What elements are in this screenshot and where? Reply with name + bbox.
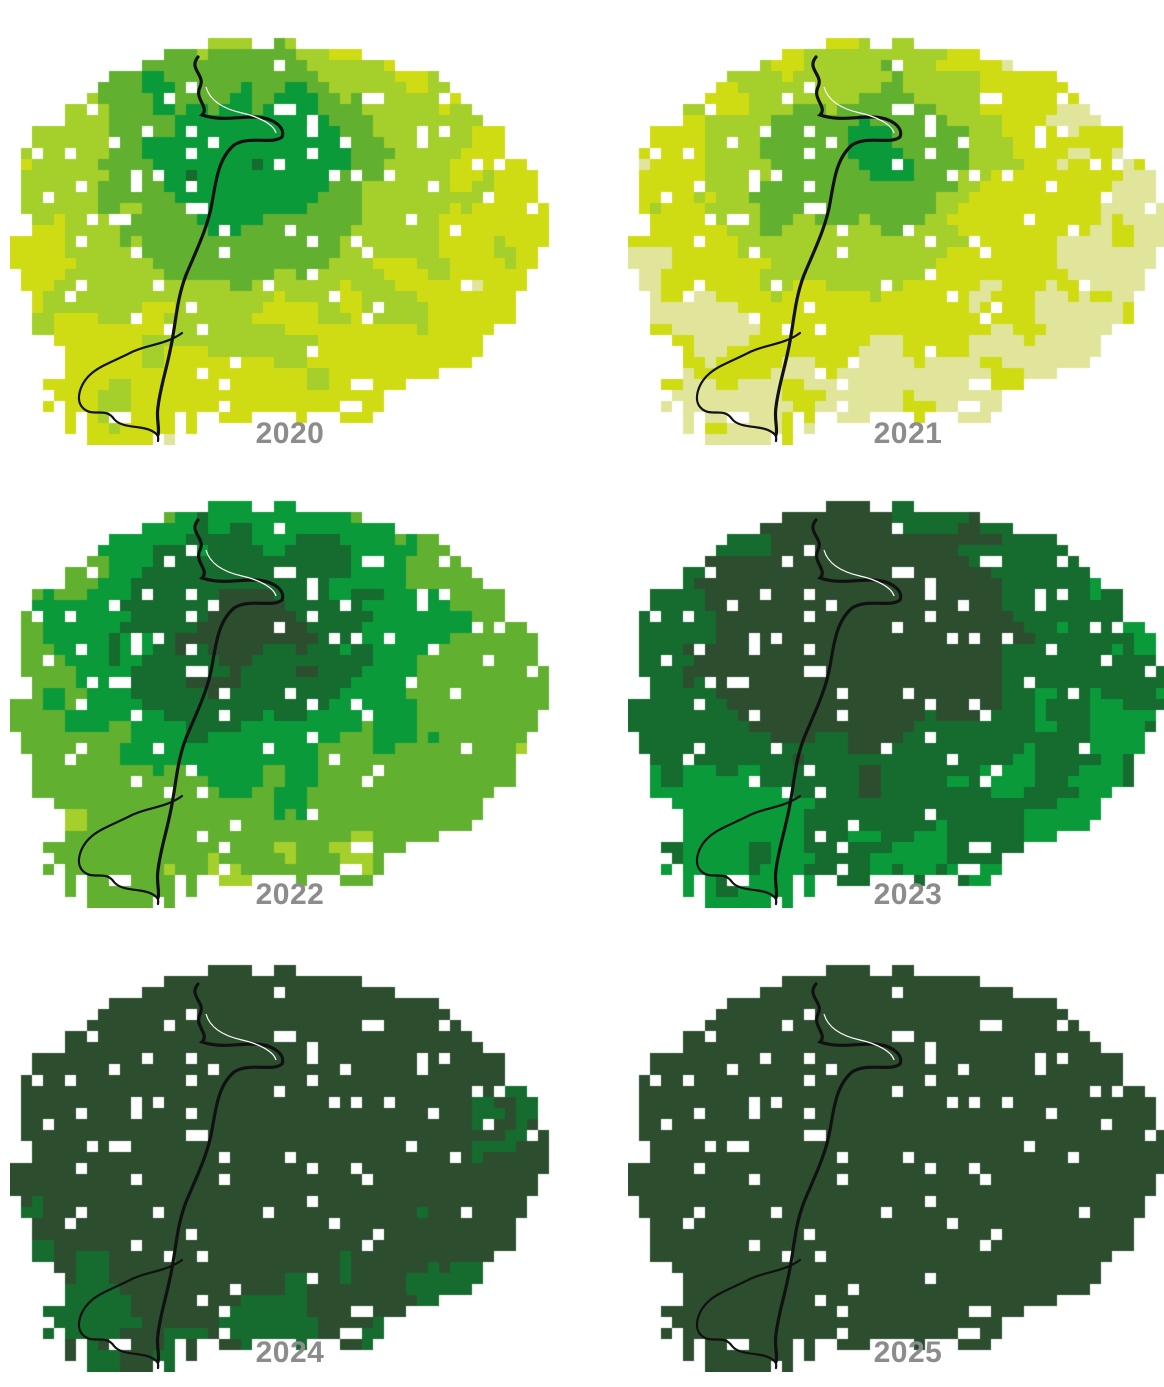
river-2020	[77, 55, 285, 443]
year-label-2024: 2024	[255, 1336, 325, 1369]
river-main-line	[773, 55, 903, 437]
river-branch-line	[695, 794, 802, 906]
river-branch-line	[77, 794, 184, 906]
heat-grid-2022	[10, 468, 570, 908]
river-main-line	[773, 982, 903, 1364]
river-main-line	[155, 518, 285, 900]
river-2023	[695, 518, 903, 906]
year-label-2021: 2021	[873, 417, 943, 450]
river-2024	[77, 982, 285, 1370]
heat-grid-2025	[628, 932, 1164, 1372]
map-panel-2025: 2025	[628, 932, 1164, 1387]
heat-grid-2023	[628, 468, 1164, 908]
river-main-line	[155, 982, 285, 1364]
river-2025	[695, 982, 903, 1370]
river-island-line	[823, 86, 895, 134]
river-2022	[77, 518, 285, 906]
river-island-line	[205, 86, 277, 134]
river-island-line	[823, 549, 895, 597]
river-island-line	[823, 1013, 895, 1061]
map-panel-2021: 2021	[628, 5, 1164, 460]
heat-grid-2020	[10, 5, 570, 445]
map-panel-2022: 2022	[10, 468, 570, 923]
year-label-2025: 2025	[873, 1336, 943, 1369]
year-label-2023: 2023	[873, 878, 943, 911]
river-branch-line	[695, 331, 802, 443]
river-main-line	[155, 55, 285, 437]
river-main-line	[773, 518, 903, 900]
map-panel-2020: 2020	[10, 5, 570, 460]
river-branch-line	[77, 1258, 184, 1370]
river-2021	[695, 55, 903, 443]
river-island-line	[205, 1013, 277, 1061]
heat-grid-2024	[10, 932, 570, 1372]
year-label-2020: 2020	[255, 417, 325, 450]
map-panel-2023: 2023	[628, 468, 1164, 923]
heat-grid-2021	[628, 5, 1164, 445]
year-label-2022: 2022	[255, 878, 325, 911]
river-branch-line	[77, 331, 184, 443]
map-panel-2024: 2024	[10, 932, 570, 1387]
river-branch-line	[695, 1258, 802, 1370]
river-island-line	[205, 549, 277, 597]
